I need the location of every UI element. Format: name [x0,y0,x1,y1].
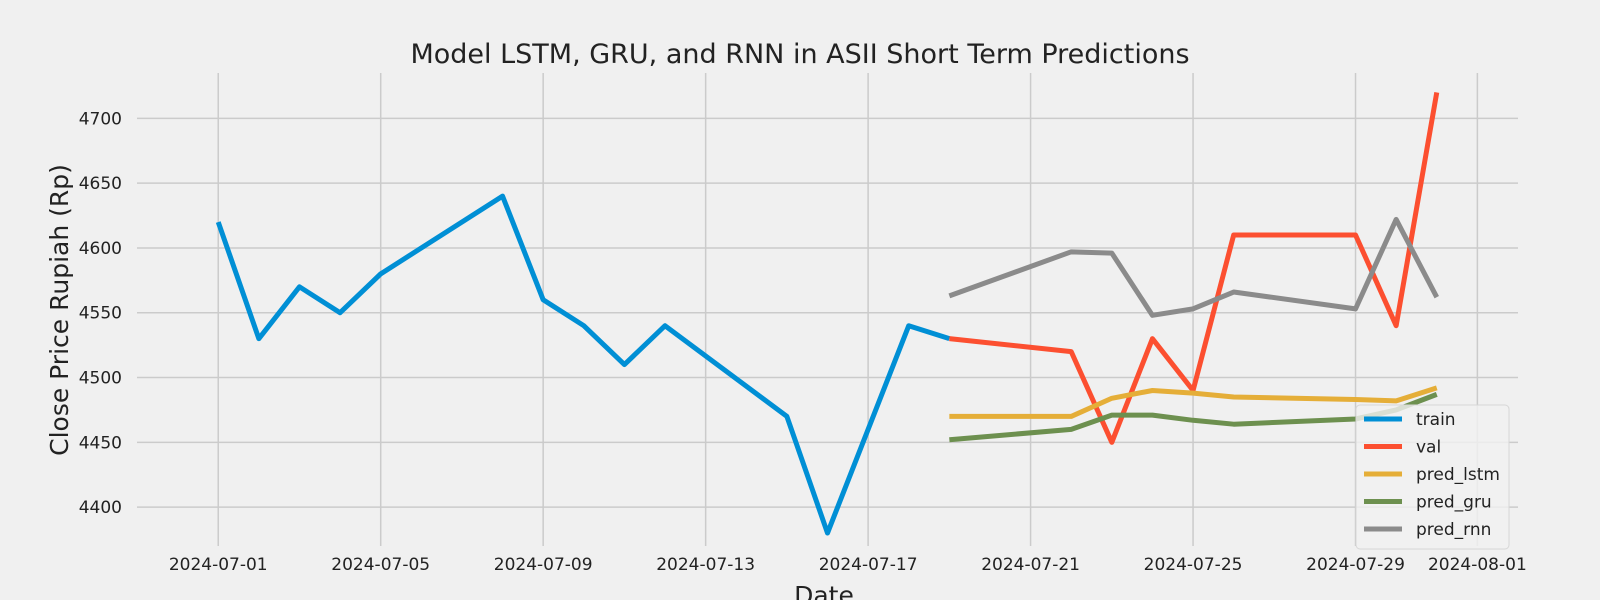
series-line-pred-lstm [949,385,1438,419]
chart-title: Model LSTM, GRU, and RNN in ASII Short T… [410,39,1189,70]
x-tick-label: 2024-07-13 [656,555,755,575]
legend-label: pred_gru [1416,493,1492,513]
y-axis-label: Close Price Rupiah (Rp) [45,164,74,456]
y-tick-label: 4700 [79,109,122,129]
y-tick-label: 4450 [79,433,122,453]
y-tick-label: 4500 [79,369,122,389]
y-tick-label: 4550 [79,304,122,324]
series-line-pred-rnn [948,216,1439,318]
x-tick-label: 2024-07-05 [331,555,430,575]
series-line-train [215,193,951,536]
x-tick-label: 2024-07-21 [981,555,1080,575]
x-tick-label: 2024-08-01 [1428,555,1527,575]
legend-box [1355,404,1510,550]
series-layer [215,92,1440,536]
y-tick-label: 4650 [79,174,122,194]
legend-label: train [1416,410,1456,430]
legend: train val pred_lstm pred_gru pred_rnn [1355,404,1510,550]
y-tick-label: 4400 [79,498,122,518]
series-line-val [949,92,1440,445]
tick-layer: 4400 4450 4500 4550 4600 4650 4700 2024-07-01 20… [79,109,1527,575]
legend-label: pred_rnn [1416,520,1491,540]
x-axis-label: Date [794,581,854,600]
x-tick-label: 2024-07-17 [819,555,918,575]
x-tick-label: 2024-07-29 [1306,555,1405,575]
y-tick-label: 4600 [79,239,122,259]
x-tick-label: 2024-07-01 [169,555,268,575]
x-tick-label: 2024-07-09 [494,555,593,575]
legend-label: val [1416,438,1441,458]
x-tick-label: 2024-07-25 [1144,555,1243,575]
legend-label: pred_lstm [1416,465,1500,485]
